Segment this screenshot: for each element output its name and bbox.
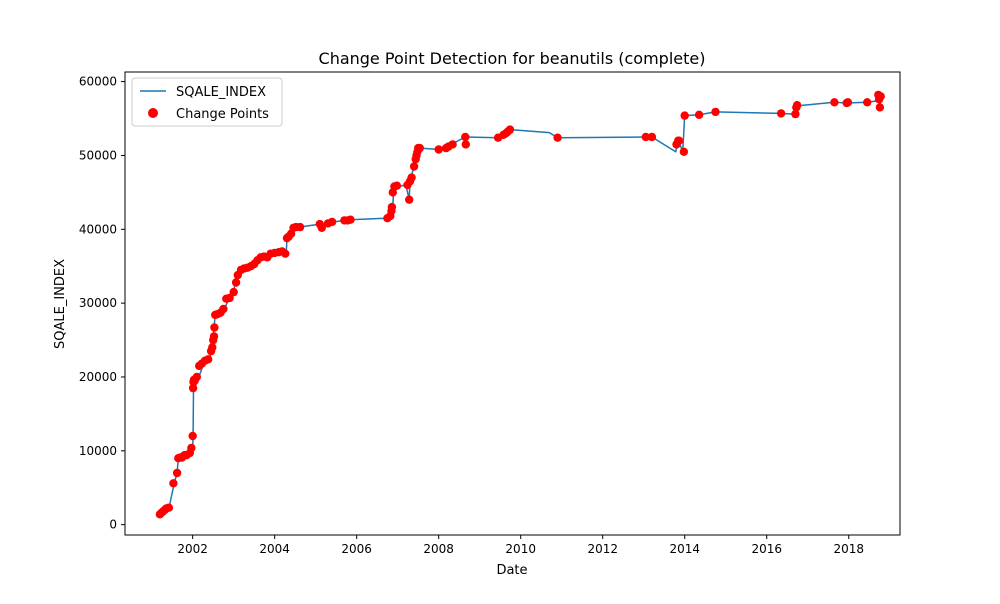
y-axis-label: SQALE_INDEX bbox=[53, 259, 68, 349]
legend-label-points: Change Points bbox=[176, 107, 269, 122]
change-point bbox=[172, 468, 182, 478]
x-tick-label: 2018 bbox=[833, 542, 864, 556]
x-tick-label: 2008 bbox=[423, 542, 454, 556]
change-point bbox=[409, 162, 419, 171]
legend: SQALE_INDEX Change Points bbox=[131, 77, 283, 127]
y-tick-label: 60000 bbox=[79, 75, 117, 89]
change-point bbox=[405, 195, 414, 204]
x-tick-label: 2010 bbox=[505, 542, 536, 556]
change-point bbox=[434, 145, 443, 154]
change-point bbox=[461, 132, 470, 142]
change-point bbox=[327, 217, 337, 227]
change-point bbox=[208, 343, 217, 352]
x-tick-label: 2012 bbox=[587, 542, 618, 556]
change-point bbox=[187, 443, 196, 453]
x-tick-label: 2002 bbox=[177, 542, 208, 556]
change-point bbox=[863, 98, 872, 107]
change-point bbox=[711, 107, 720, 117]
change-point bbox=[641, 132, 650, 142]
y-tick-label: 30000 bbox=[79, 296, 117, 310]
change-point bbox=[694, 110, 704, 120]
change-point bbox=[281, 249, 290, 258]
change-point bbox=[792, 101, 802, 110]
change-point bbox=[346, 215, 355, 224]
change-point bbox=[188, 383, 198, 393]
plot-content bbox=[155, 90, 885, 519]
change-point bbox=[875, 103, 885, 112]
x-tick-label: 2014 bbox=[669, 542, 700, 556]
change-point bbox=[219, 304, 228, 314]
y-tick-label: 40000 bbox=[79, 222, 117, 236]
change-point bbox=[407, 173, 416, 182]
change-point bbox=[791, 109, 800, 119]
x-tick-label: 2006 bbox=[341, 542, 372, 556]
change-point bbox=[674, 136, 684, 145]
change-point bbox=[204, 355, 213, 364]
change-point bbox=[295, 222, 305, 232]
x-tick-label: 2004 bbox=[259, 542, 290, 556]
change-point bbox=[209, 332, 219, 341]
change-point bbox=[169, 479, 178, 488]
change-point bbox=[317, 223, 326, 232]
x-axis-label: Date bbox=[496, 563, 527, 578]
y-axis-ticks: 0 10000 20000 30000 40000 50000 60000 bbox=[79, 75, 125, 532]
legend-label-line: SQALE_INDEX bbox=[176, 85, 266, 100]
change-point bbox=[387, 202, 397, 212]
change-point bbox=[392, 181, 402, 190]
change-point bbox=[164, 503, 174, 512]
change-point bbox=[231, 278, 241, 287]
change-point bbox=[210, 323, 219, 332]
change-point bbox=[461, 140, 470, 149]
change-point bbox=[505, 125, 515, 134]
change-point bbox=[679, 147, 689, 156]
change-point bbox=[229, 287, 238, 297]
change-point bbox=[553, 133, 562, 142]
legend-point-swatch bbox=[148, 108, 158, 118]
y-tick-label: 20000 bbox=[79, 370, 117, 384]
change-point bbox=[647, 132, 657, 142]
change-point bbox=[192, 372, 201, 382]
change-point bbox=[776, 109, 786, 118]
change-point bbox=[876, 92, 885, 101]
change-point bbox=[225, 293, 234, 303]
y-tick-label: 50000 bbox=[79, 148, 117, 162]
change-point bbox=[188, 431, 197, 441]
legend-box bbox=[131, 77, 283, 127]
change-point bbox=[830, 98, 839, 107]
x-axis-ticks: 2002 2004 2006 2008 2010 2012 2014 2016 2018 bbox=[177, 535, 864, 556]
y-tick-label: 0 bbox=[109, 518, 117, 532]
change-point bbox=[843, 98, 853, 107]
change-point bbox=[415, 143, 424, 153]
x-tick-label: 2016 bbox=[751, 542, 782, 556]
change-point bbox=[448, 140, 457, 149]
chart-title: Change Point Detection for beanutils (co… bbox=[319, 49, 706, 68]
change-point bbox=[680, 111, 689, 120]
y-tick-label: 10000 bbox=[79, 444, 117, 458]
